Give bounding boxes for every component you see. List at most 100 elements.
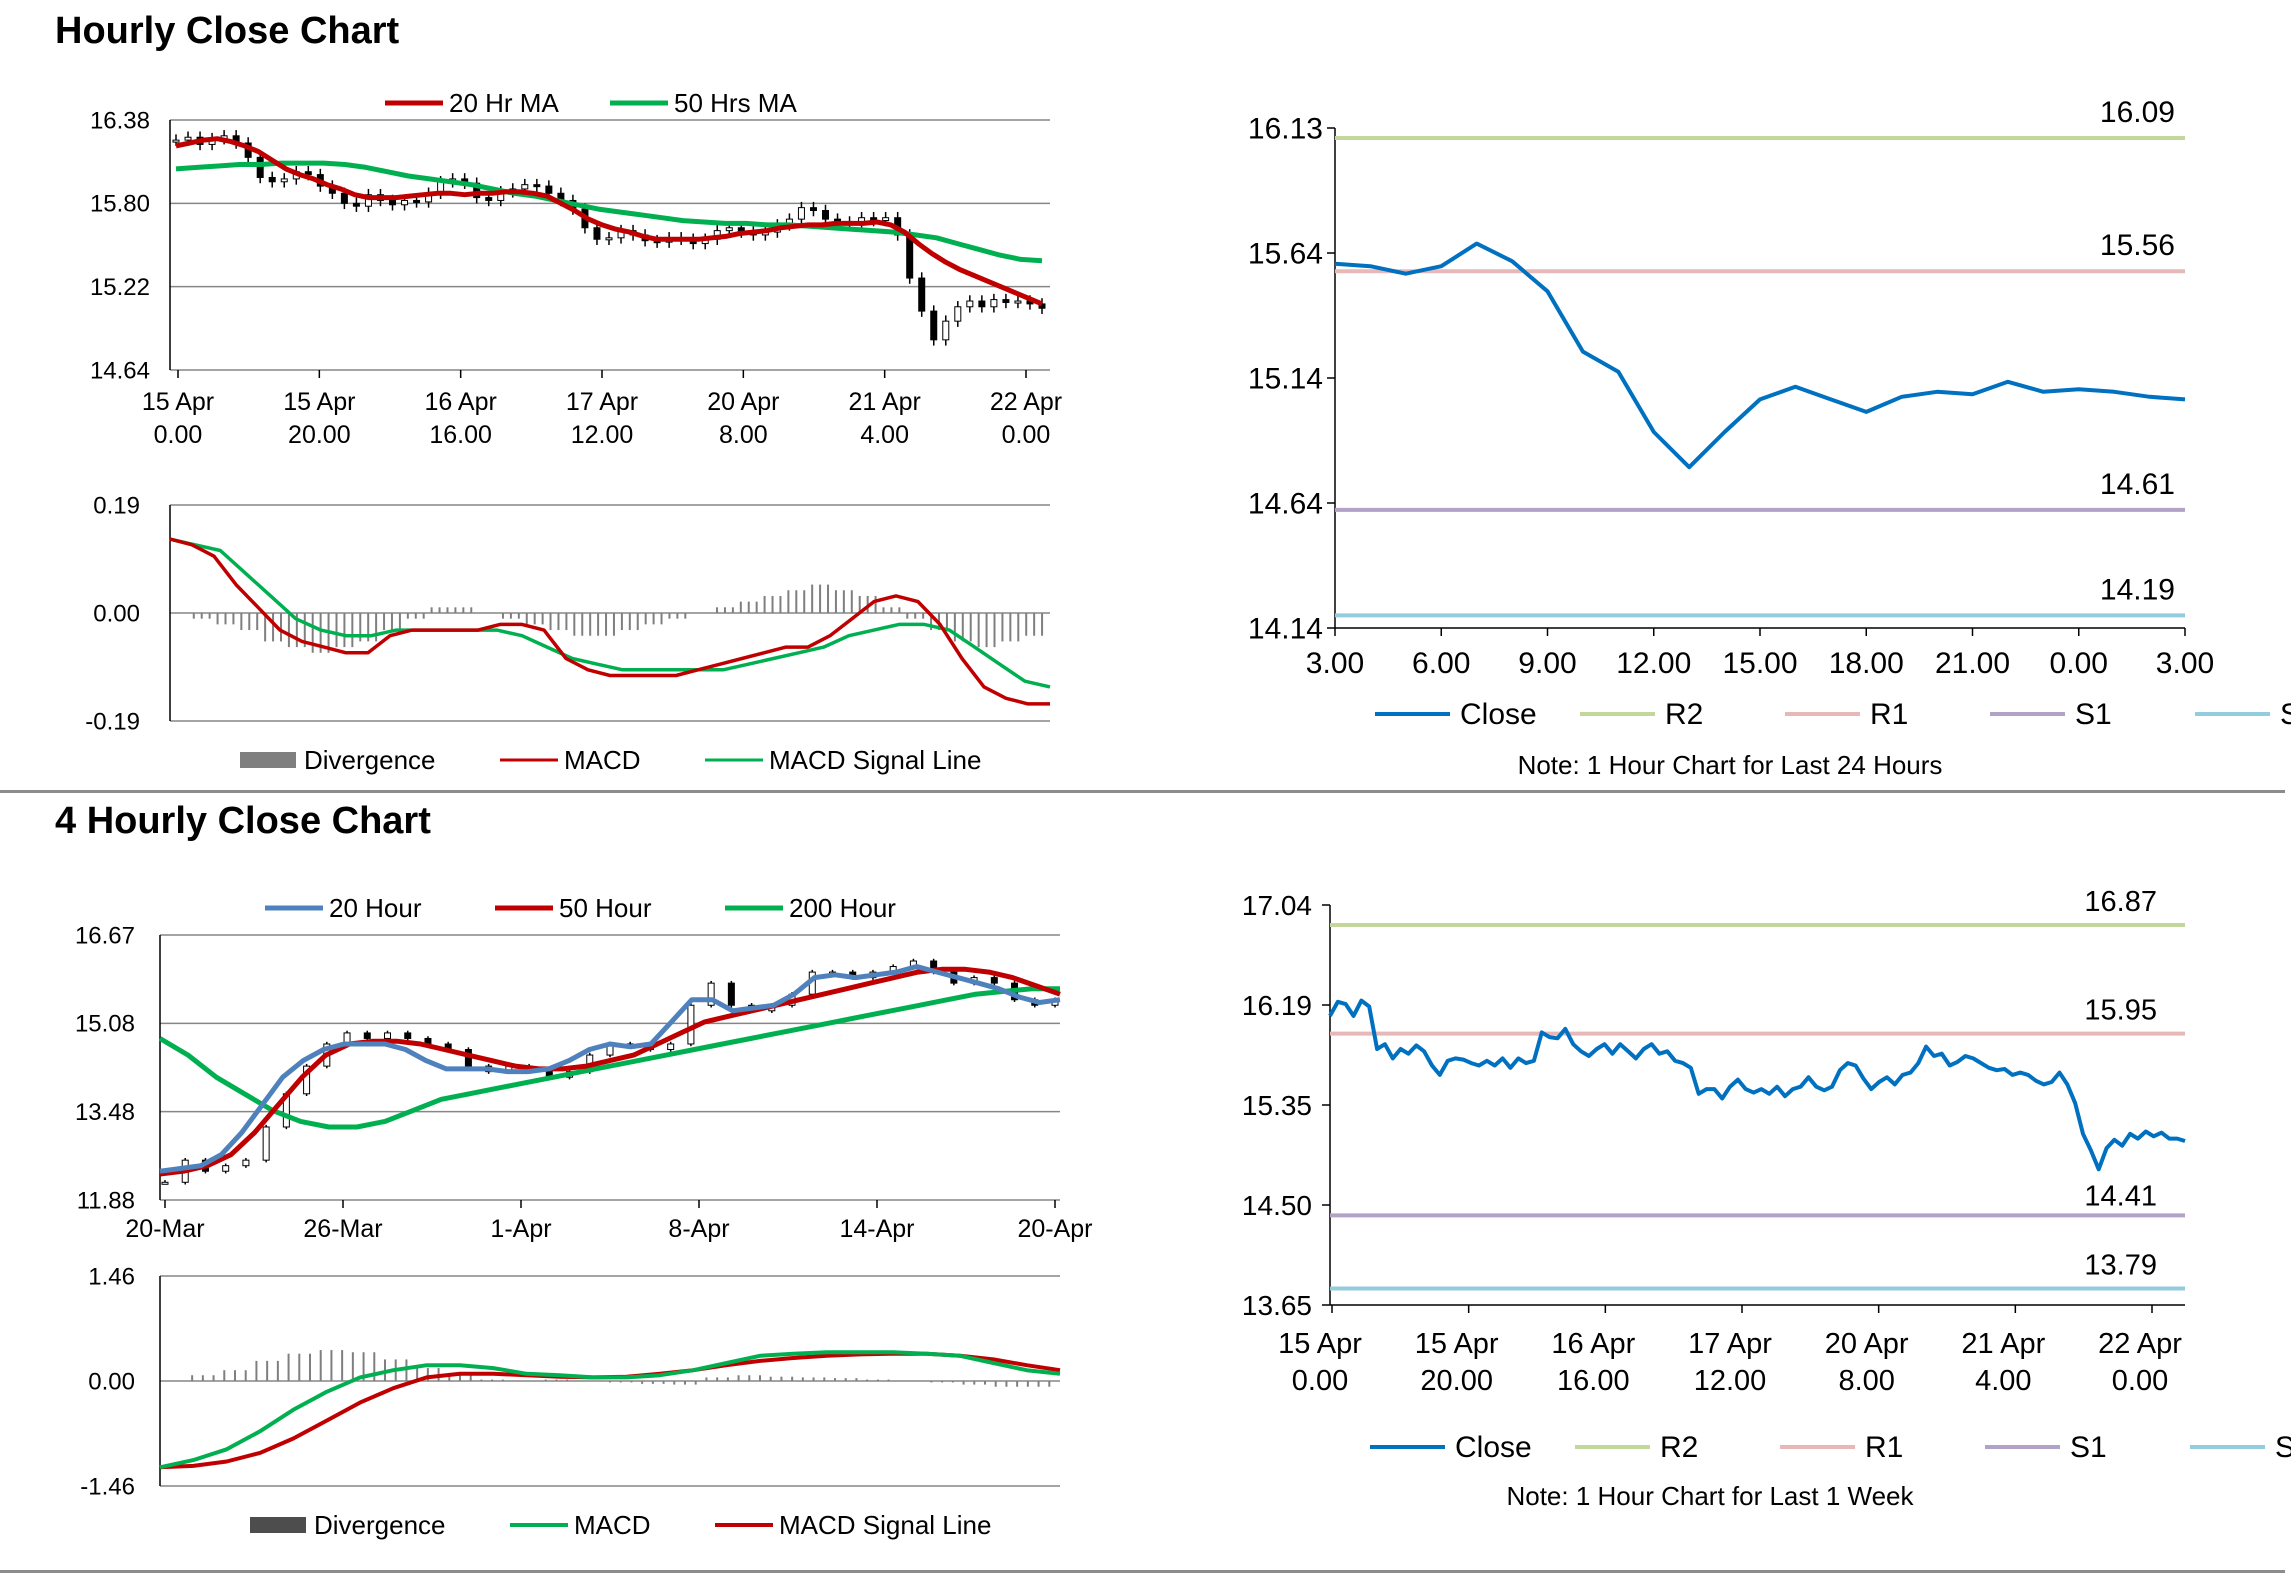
- four-hourly-price-candle-body: [727, 982, 735, 1006]
- hourly-price-candle-body: [725, 227, 733, 232]
- hourly-price-candle-body: [990, 299, 998, 308]
- hourly-week-level-label-s2: 13.79: [2084, 1249, 2157, 1281]
- four-hourly-close-week-chart: 17.04 16.19 15.35 14.50 13.65 15 Apr 0.00 15 Ap…: [1242, 886, 2291, 1511]
- hourly-price-50hr-ma-line: [175, 160, 1043, 264]
- hourly-price-20hr-ma-line: [175, 136, 1043, 307]
- hourly-price-x-tick-label: 4.00: [860, 421, 909, 449]
- four-hourly-price-candle-body: [384, 1032, 391, 1039]
- hourly-price-x-tick-label: 16 Apr: [425, 388, 497, 416]
- four-hourly-price-candle-body: [303, 1065, 311, 1095]
- four-hourly-price-x-tick-label: 14-Apr: [839, 1215, 914, 1243]
- hourly-week-legend-label: S1: [2070, 1431, 2107, 1464]
- four-hourly-price-y-tick-label: 16.67: [75, 922, 135, 949]
- four-hourly-price-candle-body: [242, 1159, 250, 1167]
- four-hourly-price-candle-body: [404, 1032, 412, 1039]
- hourly-price-candle-body: [545, 185, 553, 194]
- four-hourly-price-x-tick-label: 20-Mar: [125, 1215, 204, 1243]
- hourly-24h-x-tick-label: 6.00: [1412, 647, 1470, 680]
- four-hourly-price-candle-body: [222, 1165, 230, 1172]
- hourly-24h-x-tick-label: 9.00: [1518, 647, 1576, 680]
- four-hourly-price-legend-50hr-label: 50 Hour: [559, 893, 652, 923]
- hourly-24h-level-label-s2: 14.19: [2100, 573, 2175, 606]
- hourly-week-level-label-r1: 15.95: [2084, 995, 2157, 1027]
- hourly-24h-legend-label: R2: [1665, 698, 1703, 731]
- four-hourly-price-x-tick-label: 20-Apr: [1017, 1215, 1092, 1243]
- four-hourly-price-candle-body: [667, 1043, 675, 1051]
- hourly-24h-x-tick-label: 3.00: [2156, 647, 2214, 680]
- four-hourly-price-x-tick-label: 26-Mar: [303, 1215, 382, 1243]
- hourly-price-candle-body: [389, 199, 396, 206]
- four-hourly-price-y-tick-label: 13.48: [75, 1099, 135, 1126]
- hourly-week-x-tick-label: 22 Apr: [2098, 1328, 2182, 1360]
- hourly-24h-y-tick-label: 14.64: [1248, 488, 1323, 521]
- four-hourly-price-candle-body: [363, 1032, 371, 1039]
- hourly-section-title: Hourly Close Chart: [55, 10, 400, 52]
- hourly-week-x-tick-label: 16.00: [1557, 1365, 1630, 1397]
- hourly-price-candle-body: [1014, 300, 1022, 304]
- bottom-divider: [0, 1570, 2285, 1573]
- four-hourly-price-legend-20hr-label: 20 Hour: [329, 893, 422, 923]
- hourly-week-x-tick-label: 17 Apr: [1688, 1328, 1772, 1360]
- four-hourly-macd-y-tick-label: 0.00: [88, 1368, 135, 1395]
- hourly-price-candle-body: [184, 136, 192, 141]
- four-hourly-macd-macd-line: [159, 1350, 1061, 1470]
- hourly-week-y-tick-label: 15.35: [1242, 1090, 1312, 1121]
- hourly-price-candle-body: [485, 197, 493, 201]
- hourly-price-candle-body: [280, 178, 288, 183]
- hourly-week-y-tick-label: 17.04: [1242, 890, 1312, 921]
- four-hourly-price-candle-body: [707, 982, 715, 1006]
- hourly-price-candle-body: [1002, 299, 1010, 303]
- section-divider: [0, 790, 2285, 793]
- hourly-macd-signal-line: [169, 537, 1051, 689]
- hourly-24h-x-tick-label: 0.00: [2050, 647, 2108, 680]
- hourly-price-candle-body: [413, 199, 421, 203]
- four-hourly-price-y-tick-label: 15.08: [75, 1011, 135, 1038]
- hourly-macd-y-tick-label: 0.19: [93, 492, 140, 519]
- four-hourly-price-candle-body: [262, 1126, 270, 1161]
- hourly-price-candle-body: [521, 184, 529, 190]
- hourly-week-x-tick-label: 0.00: [2112, 1365, 2168, 1397]
- hourly-price-candle-body: [304, 171, 312, 176]
- hourly-price-x-tick-label: 20.00: [288, 421, 351, 449]
- hourly-24h-y-tick-label: 14.14: [1248, 613, 1323, 646]
- hourly-price-candle-body: [966, 300, 974, 308]
- hourly-macd-legend-divergence-label: Divergence: [304, 745, 436, 775]
- hourly-price-candle-body: [352, 202, 360, 207]
- hourly-price-candle-body: [605, 237, 613, 241]
- hourly-price-x-tick-label: 0.00: [1002, 421, 1051, 449]
- hourly-price-candle-body: [797, 207, 805, 220]
- four-hourly-macd-legend-signal-label: MACD Signal Line: [779, 1510, 991, 1540]
- hourly-price-candle-body: [809, 207, 817, 212]
- four-hourly-price-legend-200hr-label: 200 Hour: [789, 893, 896, 923]
- hourly-24h-x-tick-label: 12.00: [1616, 647, 1691, 680]
- hourly-price-y-tick-label: 15.22: [90, 274, 150, 301]
- four-hourly-price-candle-body: [161, 1181, 169, 1185]
- hourly-week-legend-label: R2: [1660, 1431, 1698, 1464]
- hourly-24h-y-tick-label: 16.13: [1248, 113, 1323, 146]
- hourly-price-candle-body: [954, 306, 962, 322]
- hourly-week-x-tick-label: 15 Apr: [1415, 1328, 1499, 1360]
- hourly-week-level-label-s1: 14.41: [2084, 1180, 2157, 1212]
- four-hourly-macd-legend-divergence-label: Divergence: [314, 1510, 446, 1540]
- four-hourly-price-20hr-line: [159, 964, 1061, 1174]
- hourly-price-candle-body: [172, 139, 180, 143]
- hourly-24h-level-label-r1: 15.56: [2100, 229, 2175, 262]
- four-hourly-macd-y-tick-label: -1.46: [80, 1473, 135, 1500]
- hourly-week-x-tick-label: 15 Apr: [1278, 1328, 1362, 1360]
- hourly-macd-macd-line: [169, 537, 1050, 706]
- hourly-macd-y-tick-label: 0.00: [93, 600, 140, 627]
- hourly-price-candle-body: [1038, 303, 1046, 309]
- hourly-price-x-tick-label: 21 Apr: [849, 388, 921, 416]
- four-hourly-price-candle-body: [990, 977, 998, 984]
- hourly-price-candle-body: [822, 210, 829, 220]
- hourly-24h-y-tick-label: 15.64: [1248, 238, 1323, 271]
- hourly-24h-x-tick-label: 18.00: [1829, 647, 1904, 680]
- four-hourly-price-200hr-line: [158, 986, 1060, 1130]
- hourly-24h-legend-label: Close: [1460, 698, 1537, 731]
- hourly-price-x-tick-label: 15 Apr: [142, 388, 214, 416]
- four-hourly-section-title: 4 Hourly Close Chart: [55, 800, 431, 842]
- hourly-macd-legend-divergence-swatch: [240, 752, 296, 768]
- hourly-price-x-tick-label: 16.00: [429, 421, 492, 449]
- hourly-24h-note: Note: 1 Hour Chart for Last 24 Hours: [1518, 750, 1943, 780]
- hourly-week-y-tick-label: 13.65: [1242, 1290, 1312, 1321]
